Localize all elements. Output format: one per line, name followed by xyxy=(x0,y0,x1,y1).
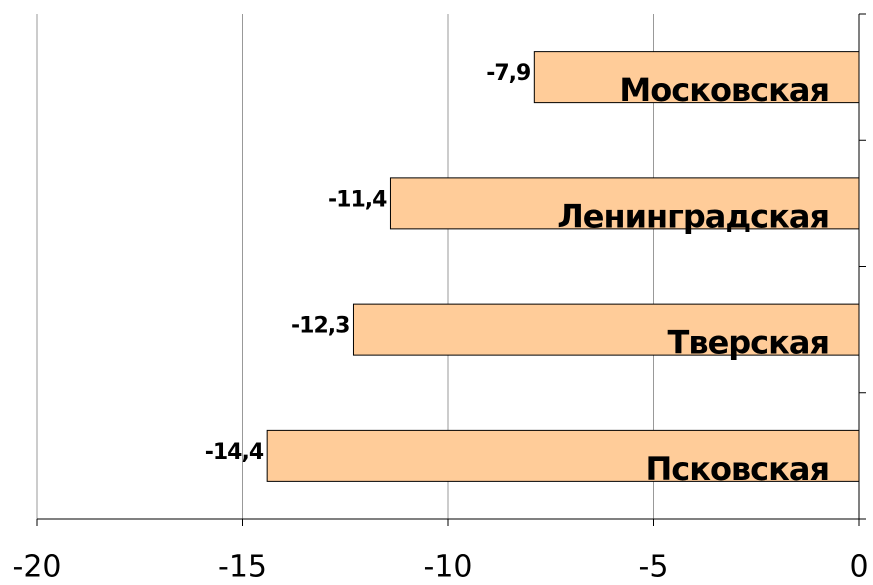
bar xyxy=(389,177,860,230)
value-label: -12,3 xyxy=(291,314,349,339)
x-tick-label: 0 xyxy=(849,550,868,585)
x-tick-label: -15 xyxy=(218,550,267,585)
x-tick-label: -5 xyxy=(639,550,669,585)
value-label: -7,9 xyxy=(486,61,530,86)
category-label: Ленинградская xyxy=(557,197,829,235)
x-tick-label: -10 xyxy=(424,550,473,585)
bar xyxy=(352,303,860,356)
value-label: -11,4 xyxy=(328,187,387,212)
bar xyxy=(266,429,860,482)
x-tick-label: -20 xyxy=(13,550,62,585)
value-label: -14,4 xyxy=(205,440,264,465)
category-label: Московская xyxy=(619,71,829,109)
category-label: Псковская xyxy=(645,450,829,488)
bar xyxy=(533,51,860,104)
category-label: Тверская xyxy=(667,324,829,362)
